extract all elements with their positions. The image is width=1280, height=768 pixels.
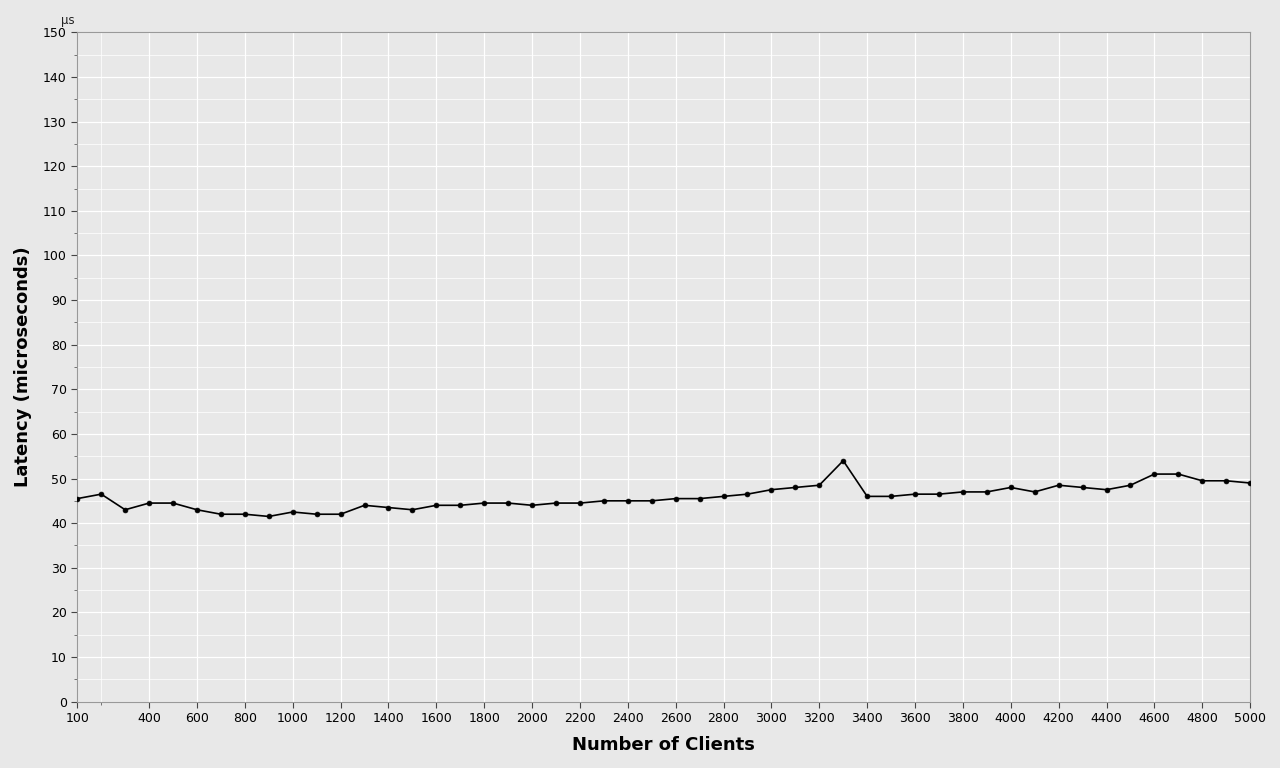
X-axis label: Number of Clients: Number of Clients (572, 736, 755, 754)
Text: μs: μs (61, 14, 74, 27)
Y-axis label: Latency (microseconds): Latency (microseconds) (14, 247, 32, 488)
